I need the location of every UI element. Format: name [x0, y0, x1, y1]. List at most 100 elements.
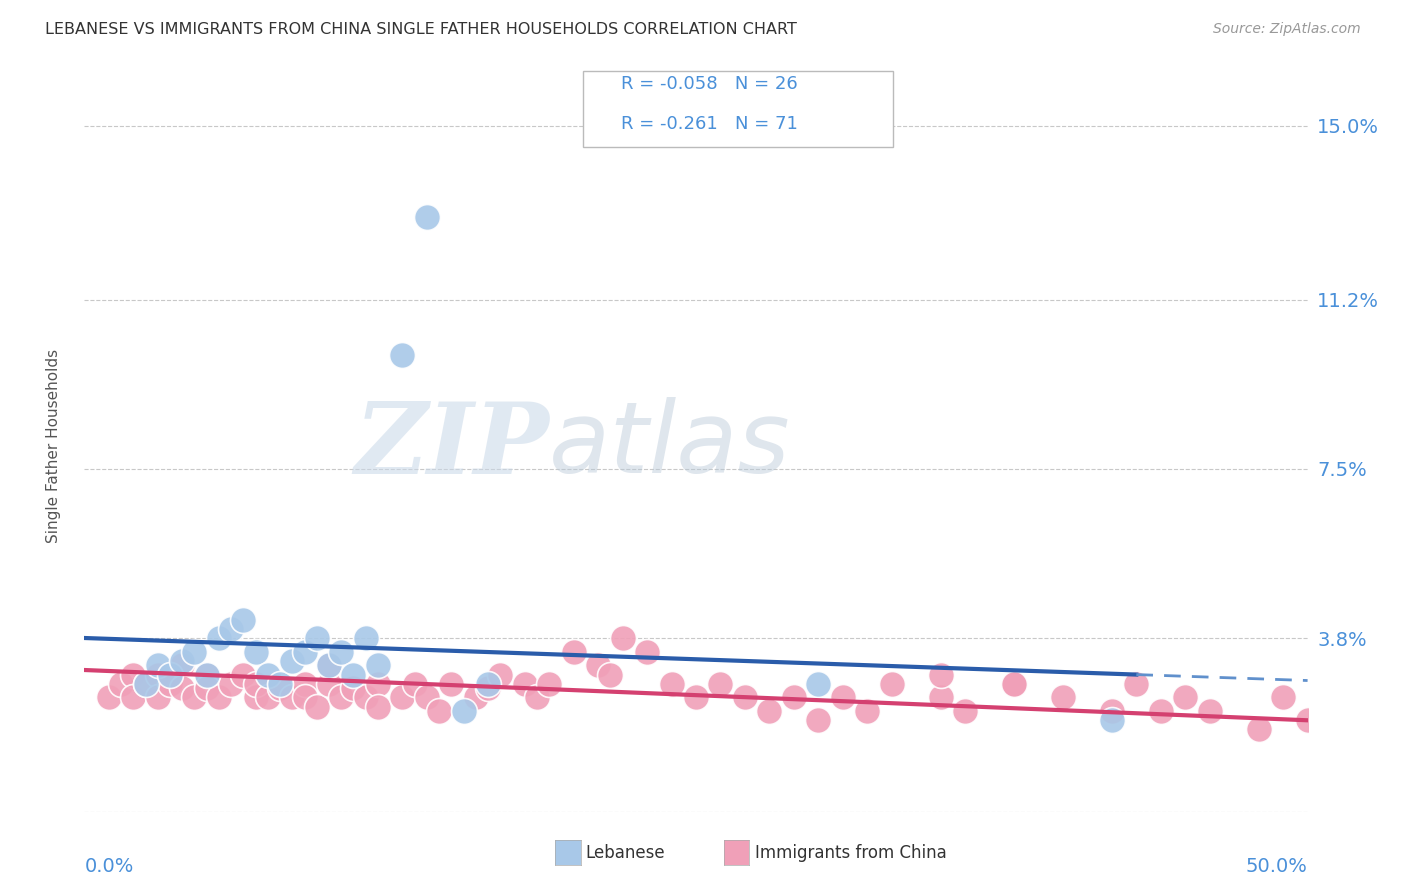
Point — [953, 704, 976, 718]
Text: Immigrants from China: Immigrants from China — [755, 844, 946, 862]
Point — [783, 690, 806, 705]
Point — [354, 631, 377, 645]
Point — [1002, 676, 1025, 690]
Point — [342, 681, 364, 696]
Point — [1296, 714, 1319, 728]
Point — [1247, 723, 1270, 737]
Point — [294, 645, 316, 659]
Point — [172, 654, 194, 668]
Point — [245, 690, 267, 705]
Point — [354, 690, 377, 705]
Point — [159, 676, 181, 690]
Point — [257, 690, 280, 705]
Point — [709, 676, 731, 690]
Point — [219, 676, 242, 690]
Point — [929, 667, 952, 681]
Text: atlas: atlas — [550, 398, 790, 494]
Point — [146, 658, 169, 673]
Text: R = -0.261   N = 71: R = -0.261 N = 71 — [621, 115, 799, 134]
Point — [330, 690, 353, 705]
Point — [526, 690, 548, 705]
Point — [318, 676, 340, 690]
Point — [1002, 676, 1025, 690]
Point — [1125, 676, 1147, 690]
Point — [195, 681, 218, 696]
Point — [1272, 690, 1295, 705]
Point — [232, 613, 254, 627]
Point — [135, 676, 157, 690]
Point — [318, 658, 340, 673]
Point — [1101, 714, 1123, 728]
Point — [880, 676, 903, 690]
Point — [183, 690, 205, 705]
Point — [489, 667, 512, 681]
Point — [599, 667, 621, 681]
Point — [367, 658, 389, 673]
Text: LEBANESE VS IMMIGRANTS FROM CHINA SINGLE FATHER HOUSEHOLDS CORRELATION CHART: LEBANESE VS IMMIGRANTS FROM CHINA SINGLE… — [45, 22, 797, 37]
Point — [318, 658, 340, 673]
Point — [391, 690, 413, 705]
Point — [294, 676, 316, 690]
Point — [636, 645, 658, 659]
Point — [281, 654, 304, 668]
Point — [305, 631, 328, 645]
Point — [269, 681, 291, 696]
Point — [416, 211, 439, 225]
Point — [305, 699, 328, 714]
Point — [135, 676, 157, 690]
Point — [195, 667, 218, 681]
Point — [831, 690, 853, 705]
Point — [208, 631, 231, 645]
Point — [110, 676, 132, 690]
Point — [1150, 704, 1173, 718]
Point — [758, 704, 780, 718]
Point — [807, 714, 830, 728]
Point — [146, 690, 169, 705]
Point — [929, 690, 952, 705]
Point — [807, 676, 830, 690]
Text: R = -0.058   N = 26: R = -0.058 N = 26 — [621, 75, 799, 94]
Point — [586, 658, 609, 673]
Point — [219, 622, 242, 636]
Point — [122, 690, 145, 705]
Point — [232, 667, 254, 681]
Point — [281, 690, 304, 705]
Point — [612, 631, 634, 645]
Point — [257, 667, 280, 681]
Point — [245, 645, 267, 659]
Text: 50.0%: 50.0% — [1246, 857, 1308, 877]
Point — [404, 676, 426, 690]
Text: Source: ZipAtlas.com: Source: ZipAtlas.com — [1213, 22, 1361, 37]
Point — [661, 676, 683, 690]
Point — [269, 676, 291, 690]
Point — [562, 645, 585, 659]
Point — [294, 690, 316, 705]
Point — [172, 681, 194, 696]
Point — [159, 667, 181, 681]
Point — [195, 667, 218, 681]
Point — [685, 690, 707, 705]
Point — [183, 645, 205, 659]
Point — [172, 658, 194, 673]
Point — [122, 667, 145, 681]
Point — [416, 690, 439, 705]
Point — [97, 690, 120, 705]
Point — [146, 667, 169, 681]
Point — [477, 681, 499, 696]
Point — [453, 704, 475, 718]
Point — [208, 690, 231, 705]
Point — [513, 676, 536, 690]
Point — [1052, 690, 1074, 705]
Point — [367, 699, 389, 714]
Point — [245, 676, 267, 690]
Point — [367, 676, 389, 690]
Point — [1198, 704, 1220, 718]
Point — [330, 645, 353, 659]
Text: ZIP: ZIP — [354, 398, 550, 494]
Point — [1101, 704, 1123, 718]
Text: Single Father Households: Single Father Households — [46, 349, 62, 543]
Point — [856, 704, 879, 718]
Point — [391, 347, 413, 362]
Point — [464, 690, 486, 705]
Point — [1174, 690, 1197, 705]
